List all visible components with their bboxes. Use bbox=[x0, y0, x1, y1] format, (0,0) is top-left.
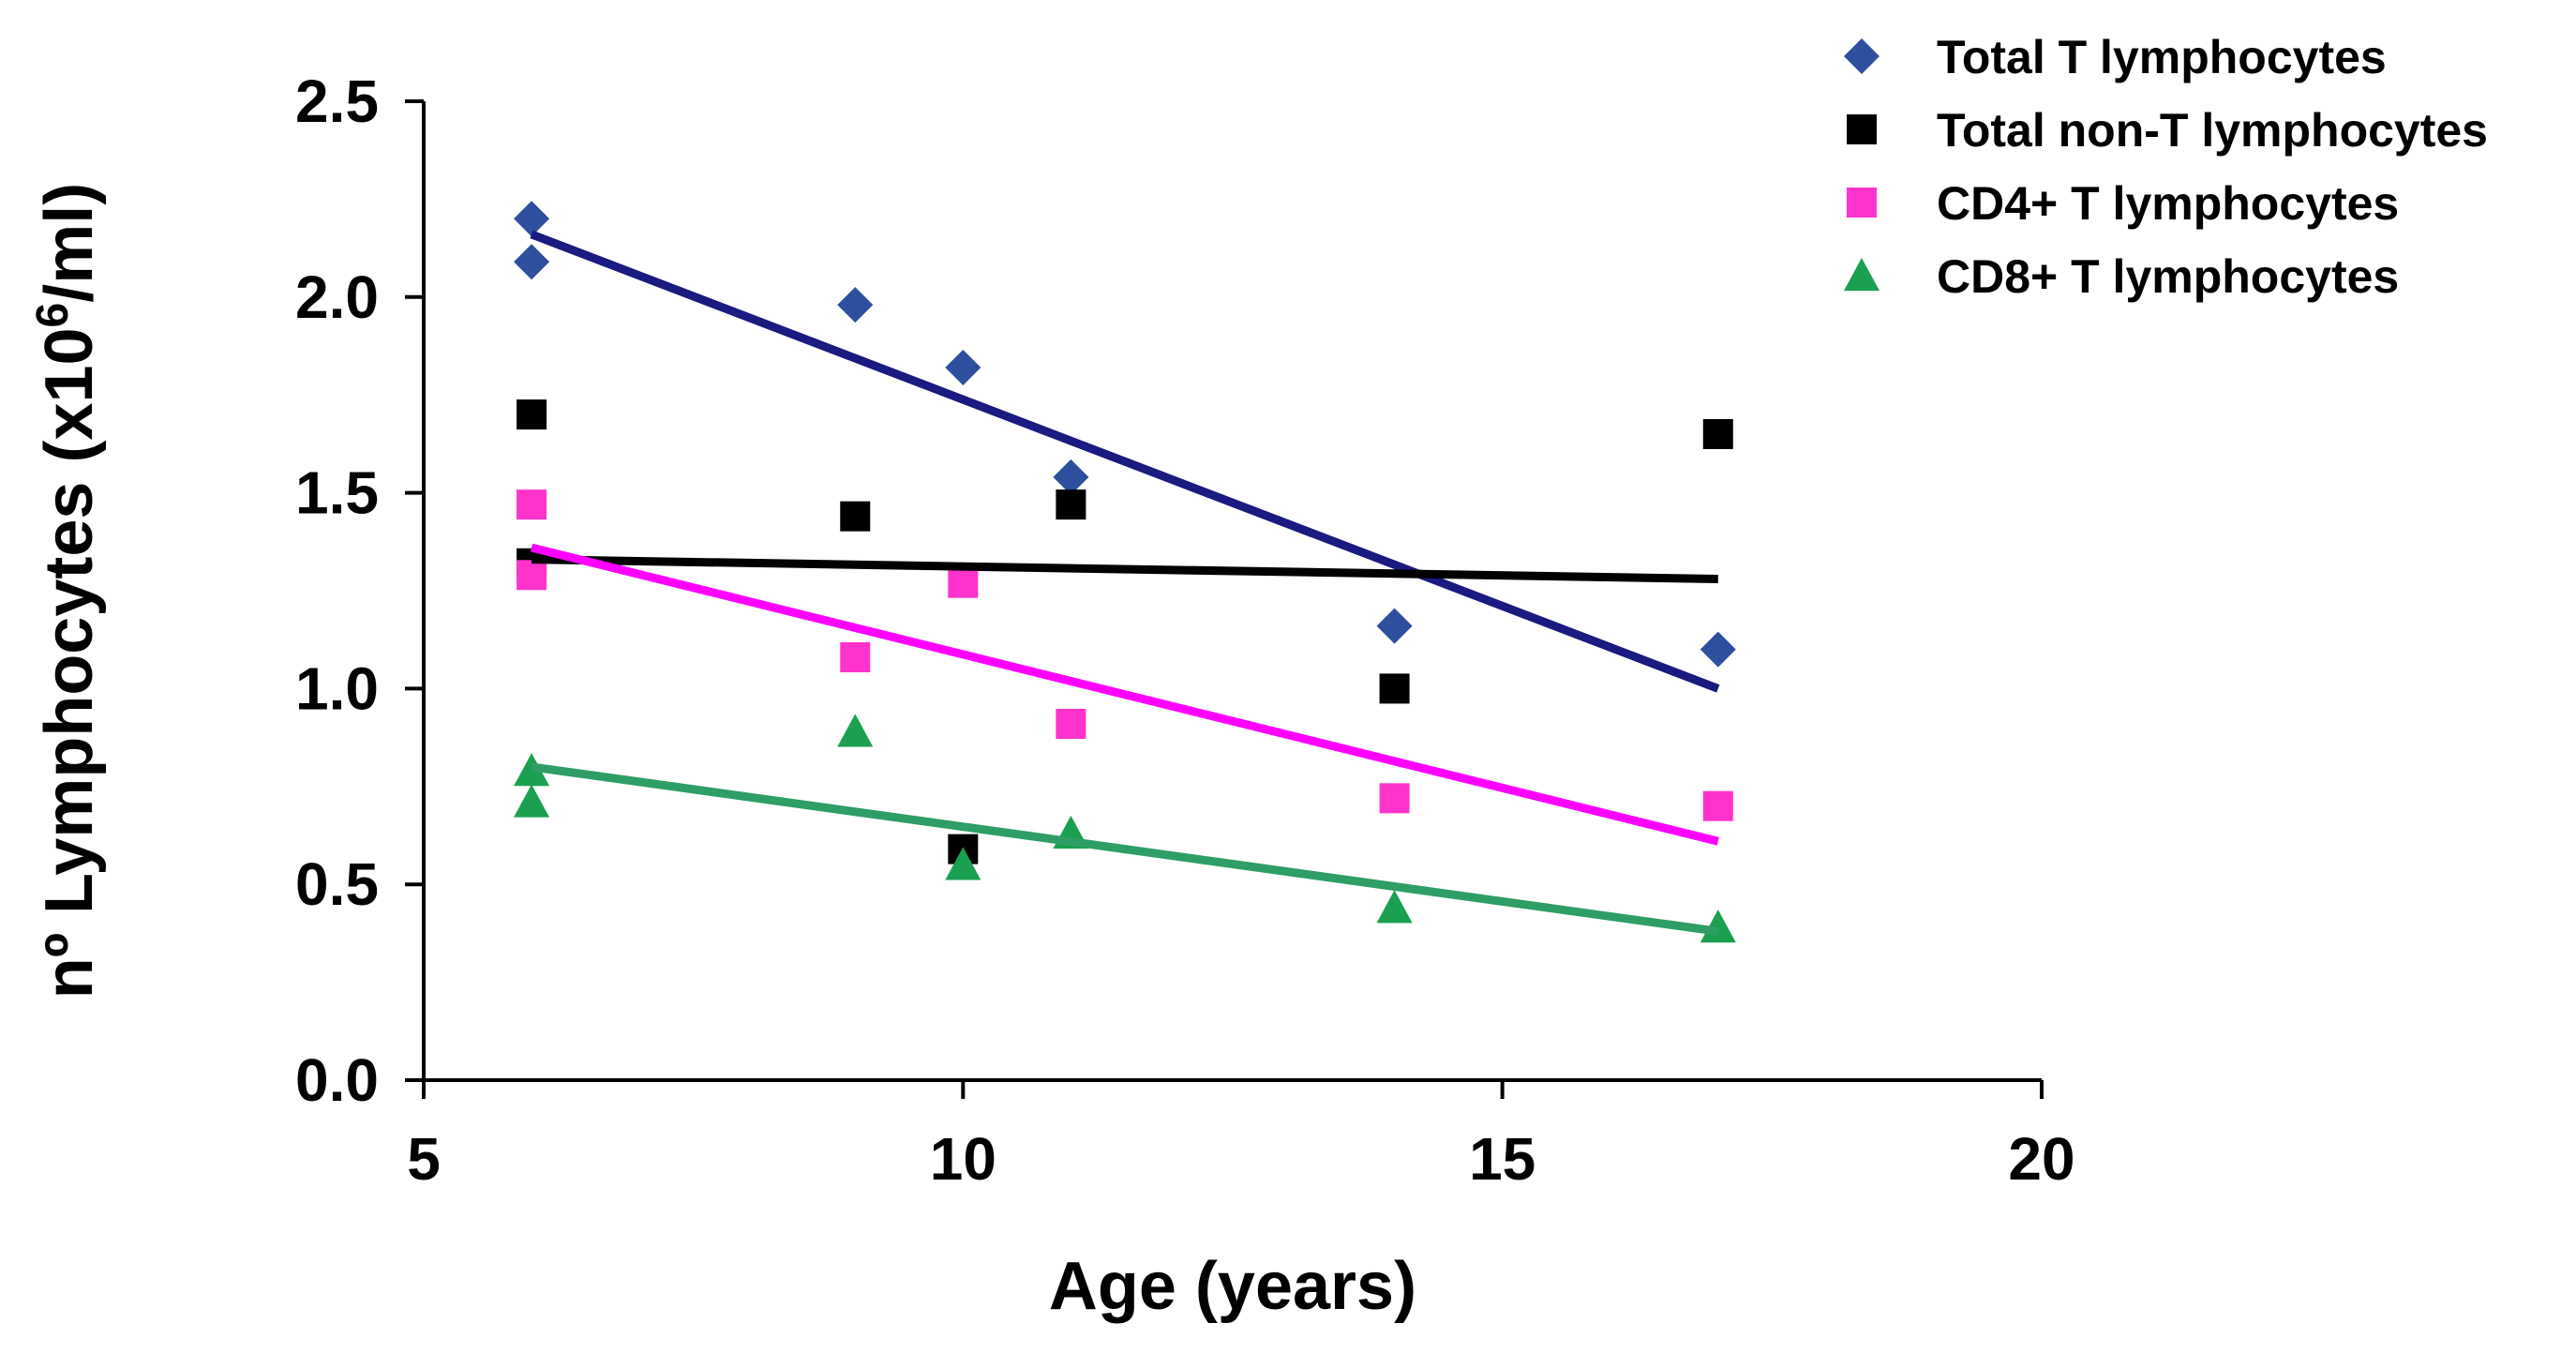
data-point-total-t-lymphocytes bbox=[1053, 459, 1089, 495]
data-point-total-non-t-lymphocytes bbox=[840, 501, 871, 532]
data-point-total-t-lymphocytes bbox=[837, 287, 874, 323]
y-tick-label: 0.0 bbox=[295, 1046, 379, 1114]
data-point-cd4-t-lymphocytes bbox=[1056, 708, 1086, 739]
y-tick-label: 1.5 bbox=[295, 459, 379, 527]
data-point-cd4-t-lymphocytes bbox=[1379, 783, 1410, 814]
y-axis-title: nº Lymphocytes (x106/ml) bbox=[28, 183, 107, 1000]
data-point-total-non-t-lymphocytes bbox=[517, 399, 547, 430]
plot-area bbox=[514, 201, 1736, 943]
x-axis-ticks: 5 10 15 20 bbox=[407, 1080, 2075, 1193]
x-tick-label: 5 bbox=[407, 1125, 441, 1193]
legend-marker-cd4-t-lymphocytes bbox=[1847, 188, 1877, 218]
data-point-cd8-t-lymphocytes bbox=[837, 714, 874, 747]
x-tick-label: 15 bbox=[1469, 1125, 1535, 1193]
data-point-cd4-t-lymphocytes bbox=[517, 560, 547, 591]
data-point-cd8-t-lymphocytes bbox=[514, 784, 550, 818]
data-point-total-non-t-lymphocytes bbox=[1702, 418, 1733, 449]
trend-line-total-non-t-lymphocytes bbox=[531, 555, 1718, 583]
data-point-cd4-t-lymphocytes bbox=[840, 641, 871, 672]
legend-label-cd4-t-lymphocytes: CD4+ T lymphocytes bbox=[1937, 177, 2399, 230]
y-tick-label: 1.0 bbox=[295, 654, 379, 722]
y-tick-label: 2.5 bbox=[295, 68, 379, 135]
y-axis-title-superscript: 6 bbox=[28, 303, 78, 328]
data-point-total-t-lymphocytes bbox=[1376, 608, 1413, 644]
legend-label-total-non-t-lymphocytes: Total non-T lymphocytes bbox=[1937, 104, 2488, 157]
data-point-total-non-t-lymphocytes bbox=[1056, 489, 1086, 520]
x-tick-label: 20 bbox=[2008, 1125, 2074, 1193]
data-point-cd4-t-lymphocytes bbox=[517, 489, 547, 520]
y-tick-label: 2.0 bbox=[295, 263, 379, 331]
y-axis-ticks: 0.0 0.5 1.0 1.5 2.0 2.5 bbox=[295, 68, 424, 1114]
data-point-total-t-lymphocytes bbox=[1700, 631, 1736, 668]
y-axis-title-unit: /ml) bbox=[32, 183, 107, 303]
trend-line-cd4-t-lymphocytes bbox=[530, 543, 1719, 846]
data-point-total-t-lymphocytes bbox=[514, 201, 550, 237]
legend-marker-total-non-t-lymphocytes bbox=[1847, 114, 1877, 144]
x-tick-label: 10 bbox=[930, 1125, 996, 1193]
data-markers bbox=[514, 201, 1736, 943]
data-point-total-t-lymphocytes bbox=[514, 244, 550, 280]
y-axis-title-main: nº Lymphocytes (x10 bbox=[32, 327, 107, 999]
legend-label-cd8-t-lymphocytes: CD8+ T lymphocytes bbox=[1937, 250, 2399, 303]
trend-line-cd8-t-lymphocytes bbox=[531, 762, 1719, 936]
data-point-total-t-lymphocytes bbox=[945, 349, 981, 385]
y-tick-label: 0.5 bbox=[295, 850, 379, 918]
data-point-cd4-t-lymphocytes bbox=[948, 567, 979, 598]
legend-marker-total-t-lymphocytes bbox=[1844, 38, 1880, 74]
data-point-cd4-t-lymphocytes bbox=[1702, 790, 1733, 821]
trend-lines bbox=[530, 230, 1720, 936]
x-axis-title: Age (years) bbox=[1049, 1249, 1416, 1324]
trend-line-total-t-lymphocytes bbox=[530, 230, 1720, 693]
data-point-cd8-t-lymphocytes bbox=[1376, 890, 1413, 924]
legend: Total T lymphocytes Total non-T lymphocyt… bbox=[1844, 31, 2488, 303]
legend-marker-cd8-t-lymphocytes bbox=[1844, 258, 1880, 292]
legend-label-total-t-lymphocytes: Total T lymphocytes bbox=[1937, 31, 2387, 83]
data-point-total-non-t-lymphocytes bbox=[1379, 673, 1410, 704]
data-point-cd8-t-lymphocytes bbox=[945, 847, 981, 880]
